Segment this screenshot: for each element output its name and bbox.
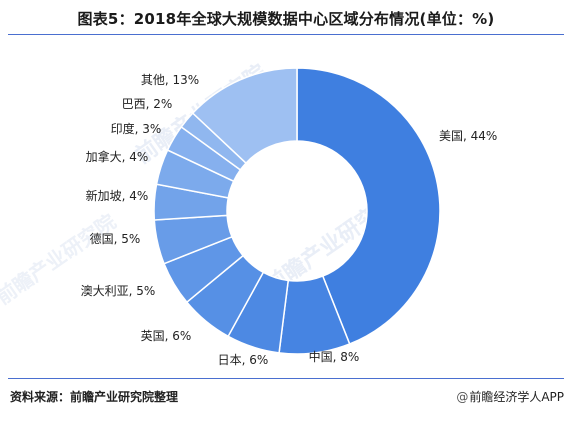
app-credit: @前瞻经济学人APP xyxy=(456,388,564,405)
slice-label: 印度, 3% xyxy=(111,121,162,136)
slice-label: 巴西, 2% xyxy=(122,97,173,111)
slice-label: 中国, 8% xyxy=(309,349,360,364)
slice-label: 日本, 6% xyxy=(218,353,269,367)
credit-text: 前瞻经济学人APP xyxy=(469,390,564,404)
donut-labels: 美国, 44% 中国, 8% 日本, 6% 英国, 6% 澳大利亚, 5% 德国, 5% 新… xyxy=(81,73,498,367)
slice-label: 加拿大, 4% xyxy=(86,149,149,164)
slice-label: 新加坡, 4% xyxy=(86,188,149,203)
source-note: 资料来源：前瞻产业研究院整理 xyxy=(10,390,179,404)
footer-divider xyxy=(8,378,564,379)
donut-slices xyxy=(153,67,441,355)
chart-title: 图表5：2018年全球大规模数据中心区域分布情况(单位：%) xyxy=(77,10,495,28)
slice-label: 美国, 44% xyxy=(439,129,497,143)
slice-label: 其他, 13% xyxy=(141,73,199,87)
donut-slice xyxy=(191,67,298,165)
slice-label: 澳大利亚, 5% xyxy=(81,284,156,298)
at-icon: @ xyxy=(456,390,469,404)
slice-label: 英国, 6% xyxy=(141,329,192,343)
title-divider xyxy=(8,34,564,35)
slice-label: 德国, 5% xyxy=(90,231,141,246)
donut-slice xyxy=(296,67,441,345)
